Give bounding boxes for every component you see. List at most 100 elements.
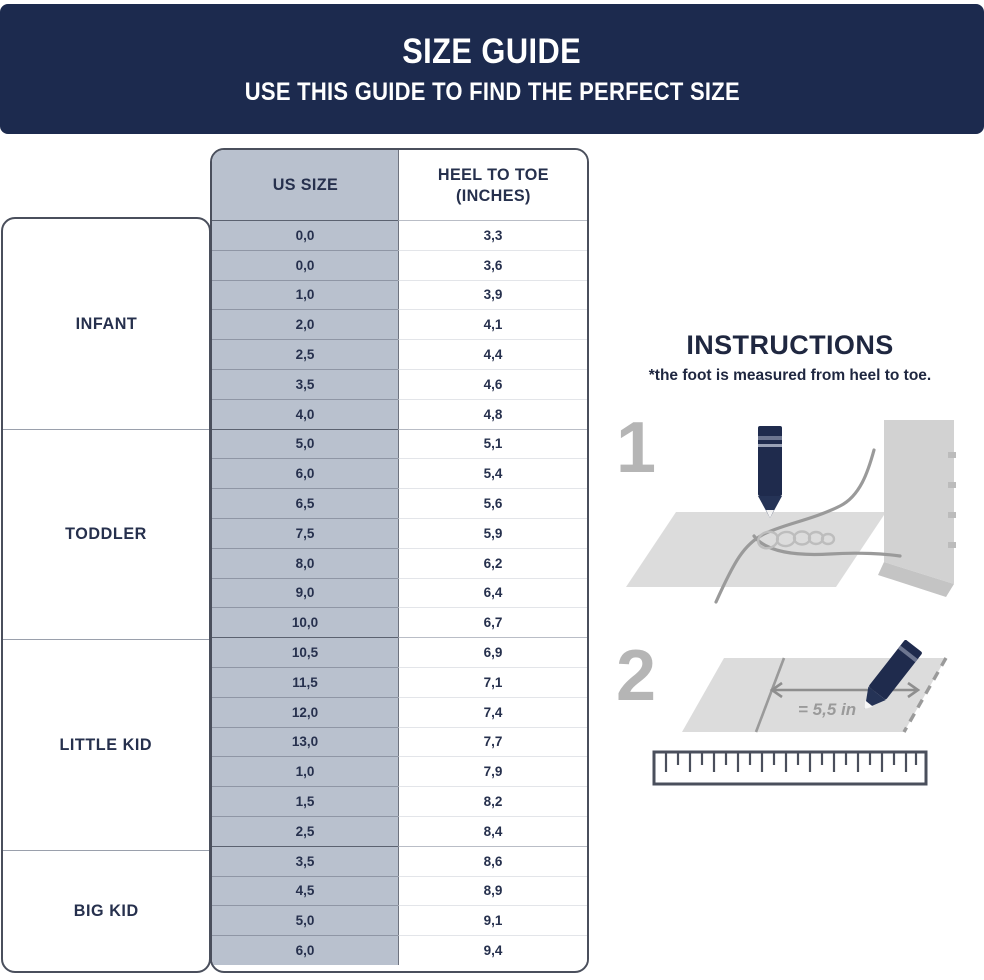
category-label: INFANT [75,313,137,333]
table-row: 6,5 5,6 [212,488,587,518]
us-size-label: US SIZE [272,175,338,195]
cell-us-size: 2,5 [212,339,398,369]
category-big-kid: BIG KID [3,851,209,971]
cell-us-size: 6,0 [212,935,398,965]
cell-heel-to-toe: 5,4 [398,458,587,489]
cell-us-size: 0,0 [212,249,398,280]
wall-icon [884,420,954,584]
table-row: 7,5 5,9 [212,517,587,548]
cell-heel-to-toe: 6,4 [398,577,587,608]
cell-us-size: 6,0 [212,458,398,489]
table-row: 10,5 6,9 [212,637,587,667]
paper-sheet-icon [626,512,886,587]
cell-us-size: 9,0 [212,577,398,608]
cell-heel-to-toe: 6,9 [398,637,587,667]
cell-heel-to-toe: 3,3 [398,220,587,250]
table-row: 4,0 4,8 [212,398,587,429]
cell-us-size: 13,0 [212,726,398,757]
table-row: 6,0 5,4 [212,458,587,489]
size-table: US SIZE HEEL TO TOE (INCHES) 0,0 3,3 0,0 3,… [210,148,589,973]
table-header-row: US SIZE HEEL TO TOE (INCHES) [212,150,587,220]
instructions-subtitle: *the foot is measured from heel to toe. [648,367,932,384]
heel-to-toe-label: HEEL TO TOE [437,164,549,184]
cell-us-size: 10,0 [212,607,398,638]
toes-icon [756,530,836,550]
cell-heel-to-toe: 7,1 [398,666,587,697]
category-column: INFANT TODDLER LITTLE KID BIG KID [1,217,211,973]
wall-notch-icon [948,452,956,548]
table-row: 13,0 7,7 [212,726,587,757]
cell-heel-to-toe: 8,4 [398,815,587,846]
heel-to-toe-unit-label: (INCHES) [455,186,531,205]
header-banner: SIZE GUIDE USE THIS GUIDE TO FIND THE PE… [0,4,984,134]
cell-heel-to-toe: 5,9 [398,517,587,548]
cell-us-size: 3,5 [212,368,398,399]
step-2-illustration: = 5,5 in [652,640,948,786]
cell-heel-to-toe: 4,8 [398,398,587,429]
table-row: 6,0 9,4 [212,935,587,965]
cell-heel-to-toe: 6,2 [398,547,587,578]
table-row: 3,5 8,6 [212,845,587,876]
table-body: 0,0 3,3 0,0 3,6 1,0 3,9 2,0 4,1 2,5 4,4 3,5 4,6 4,0 4… [212,220,587,965]
table-row: 5,0 5,1 [212,428,587,459]
column-header-heel-to-toe: HEEL TO TOE (INCHES) [398,150,587,220]
step-1-illustration [626,420,956,604]
table-row: 3,5 4,6 [212,368,587,399]
cell-heel-to-toe: 5,1 [398,428,587,459]
cell-heel-to-toe: 4,6 [398,368,587,399]
cell-heel-to-toe: 4,4 [398,339,587,369]
category-toddler: TODDLER [3,430,209,641]
table-row: 8,0 6,2 [212,547,587,578]
cell-us-size: 3,5 [212,845,398,876]
cell-us-size: 1,0 [212,279,398,310]
cell-us-size: 6,5 [212,488,398,518]
table-row: 10,0 6,7 [212,607,587,638]
table-row: 1,0 3,9 [212,279,587,310]
pencil-icon [758,426,782,518]
category-label: TODDLER [65,524,147,544]
cell-heel-to-toe: 8,9 [398,875,587,906]
cell-heel-to-toe: 8,2 [398,786,587,816]
column-header-us-size: US SIZE [212,150,398,220]
cell-us-size: 5,0 [212,905,398,936]
cell-heel-to-toe: 3,6 [398,249,587,280]
cell-heel-to-toe: 5,6 [398,488,587,518]
table-row: 2,0 4,1 [212,309,587,340]
cell-heel-to-toe: 7,7 [398,726,587,757]
cell-heel-to-toe: 4,1 [398,309,587,340]
cell-us-size: 7,5 [212,517,398,548]
table-row: 9,0 6,4 [212,577,587,608]
step-1-number: 1 [616,408,657,488]
instructions-panel: INSTRUCTIONS *the foot is measured from … [596,330,984,786]
cell-us-size: 11,5 [212,666,398,697]
cell-heel-to-toe: 6,7 [398,607,587,638]
cell-us-size: 5,0 [212,428,398,459]
category-infant: INFANT [3,219,209,430]
table-row: 2,5 4,4 [212,339,587,369]
cell-us-size: 10,5 [212,637,398,667]
instruction-step-1: 1 [616,412,984,622]
foot-heel-icon [752,534,902,558]
table-row: 1,0 7,9 [212,756,587,787]
cell-heel-to-toe: 9,1 [398,905,587,936]
table-row: 4,5 8,9 [212,875,587,906]
cell-heel-to-toe: 7,9 [398,756,587,787]
category-label: LITTLE KID [59,734,153,754]
cell-us-size: 4,0 [212,398,398,429]
cell-us-size: 1,5 [212,786,398,816]
pencil-icon [864,640,922,710]
table-row: 11,5 7,1 [212,666,587,697]
category-label: BIG KID [73,900,139,920]
instructions-title: INSTRUCTIONS [686,330,894,360]
cell-heel-to-toe: 3,9 [398,279,587,310]
step-2-number: 2 [616,636,657,716]
table-row: 2,5 8,4 [212,815,587,846]
cell-us-size: 1,0 [212,756,398,787]
table-row: 0,0 3,3 [212,220,587,250]
category-little-kid: LITTLE KID [3,640,209,851]
cell-us-size: 12,0 [212,696,398,727]
wall-base-icon [878,562,954,597]
instruction-step-2: 2 = 5,5 in [616,640,984,805]
page-title: SIZE GUIDE [402,31,582,71]
cell-heel-to-toe: 7,4 [398,696,587,727]
